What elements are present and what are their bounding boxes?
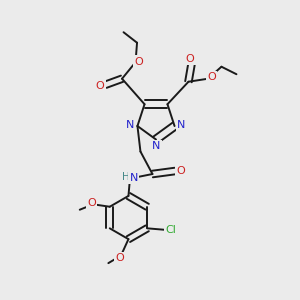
Text: O: O	[135, 57, 143, 67]
Text: H: H	[122, 172, 130, 182]
Text: N: N	[130, 173, 138, 183]
Text: O: O	[87, 198, 96, 208]
Text: O: O	[186, 54, 194, 64]
Text: O: O	[207, 72, 216, 82]
Text: N: N	[177, 119, 185, 130]
Text: N: N	[126, 119, 134, 130]
Text: Cl: Cl	[165, 225, 176, 235]
Text: O: O	[116, 253, 124, 263]
Text: O: O	[176, 166, 185, 176]
Text: N: N	[152, 141, 160, 151]
Text: O: O	[96, 81, 104, 91]
